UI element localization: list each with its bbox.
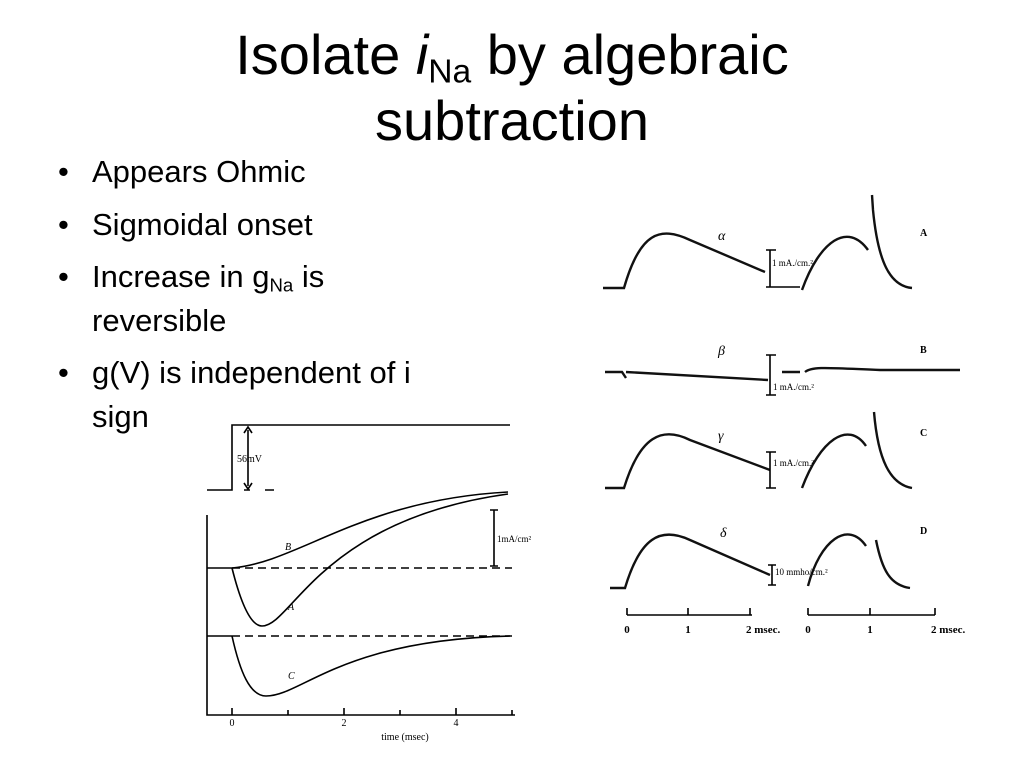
trace: [806, 533, 911, 590]
greek-label: β: [717, 344, 725, 359]
tick-label: 4: [454, 718, 459, 729]
tick-label: 2: [342, 718, 347, 729]
trace: [605, 366, 960, 382]
row-letter: C: [920, 428, 927, 439]
scale-bar: [766, 249, 800, 288]
greek-label: α: [718, 229, 726, 244]
row-letter: B: [920, 345, 927, 356]
greek-label: γ: [718, 429, 724, 444]
scale-bar: [768, 564, 776, 586]
greek-label: δ: [720, 526, 727, 541]
bullet-text: g(V) is independent of i: [92, 355, 411, 390]
bullet-text: Increase in g: [92, 259, 270, 294]
scale-label: 1 mA./cm.²: [773, 458, 814, 468]
curve-label: B: [285, 542, 291, 553]
left-figure: 56mV 1mA/cm² B A C 0 2 4 time (msec): [200, 418, 531, 750]
scale-label: 1mA/cm²: [497, 534, 531, 544]
curve: [231, 493, 509, 627]
figure-background: [200, 418, 522, 750]
title-subscript: Na: [428, 53, 472, 91]
row-letter: A: [920, 228, 928, 239]
title-text: Isolate: [235, 23, 401, 86]
bullet-text: Appears Ohmic: [92, 154, 306, 189]
title-text: by algebraic: [486, 23, 789, 86]
tick-label: 2 msec.: [746, 624, 780, 636]
time-axis: [626, 608, 752, 616]
axis-label: time (msec): [381, 732, 428, 743]
axis: [206, 515, 515, 716]
curve: [231, 491, 509, 569]
right-figure: α β γ δ A B C D 1 mA./cm.² 1 mA./cm.² 1 …: [603, 194, 965, 636]
bullet-text: reversible: [92, 303, 227, 338]
bullet-subscript: Na: [269, 274, 294, 296]
curve-label: C: [288, 671, 295, 682]
bullet-text: g(V) is independent of i sign: [92, 351, 411, 439]
bullet-text: Increase in gNa is reversible: [92, 255, 324, 343]
title-text: subtraction: [375, 89, 649, 152]
trace: [610, 533, 771, 590]
row-letter: D: [920, 526, 927, 537]
time-axis: [807, 608, 936, 616]
scale-bar: [766, 354, 776, 396]
tick-label: 0: [805, 624, 811, 636]
scale-label: 1 mA./cm.²: [772, 258, 813, 268]
tick-label: 1: [685, 624, 691, 636]
trace: [800, 411, 913, 490]
slide-title: Isolate iNa by algebraic subtraction: [0, 22, 1024, 154]
baseline: [207, 567, 232, 637]
tick-label: 0: [624, 624, 630, 636]
bullet-text: is: [301, 259, 325, 294]
trace: [603, 232, 766, 290]
scale-label: 10 mmho/cm.²: [775, 567, 828, 577]
tick-label: 2 msec.: [931, 624, 965, 636]
scale-bar: [490, 509, 498, 567]
axis-ticks: [231, 708, 513, 715]
trace: [605, 433, 771, 490]
bullet-text: sign: [92, 399, 149, 434]
step-arrow: [243, 425, 253, 491]
scale-bar: [766, 451, 776, 489]
dashed-baseline: [232, 567, 512, 637]
voltage-step: [207, 424, 510, 491]
scale-label: 1 mA./cm.²: [773, 382, 814, 392]
curve-label: A: [287, 602, 295, 613]
bullet-text: Sigmoidal onset: [92, 207, 313, 242]
tick-label: 1: [867, 624, 873, 636]
trace: [800, 194, 913, 291]
tick-label: 0: [230, 718, 235, 729]
step-label: 56mV: [237, 454, 263, 465]
curve: [231, 635, 511, 697]
title-italic: i: [415, 23, 429, 86]
